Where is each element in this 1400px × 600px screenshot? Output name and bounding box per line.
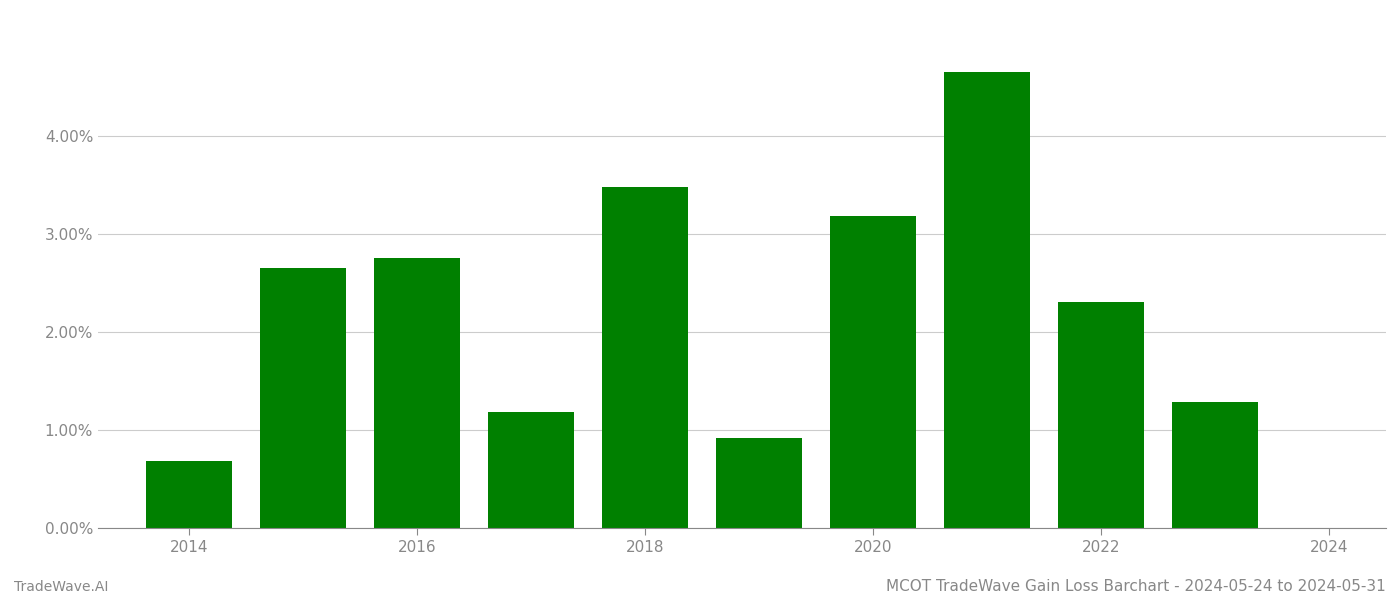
Bar xyxy=(147,461,232,528)
Bar xyxy=(1172,403,1257,528)
Bar xyxy=(602,187,687,528)
Text: TradeWave.AI: TradeWave.AI xyxy=(14,580,108,594)
Bar xyxy=(260,268,346,528)
Text: MCOT TradeWave Gain Loss Barchart - 2024-05-24 to 2024-05-31: MCOT TradeWave Gain Loss Barchart - 2024… xyxy=(886,579,1386,594)
Bar xyxy=(717,438,802,528)
Bar xyxy=(374,258,459,528)
Bar xyxy=(489,412,574,528)
Bar xyxy=(945,72,1030,528)
Bar xyxy=(1058,302,1144,528)
Bar xyxy=(830,216,916,528)
